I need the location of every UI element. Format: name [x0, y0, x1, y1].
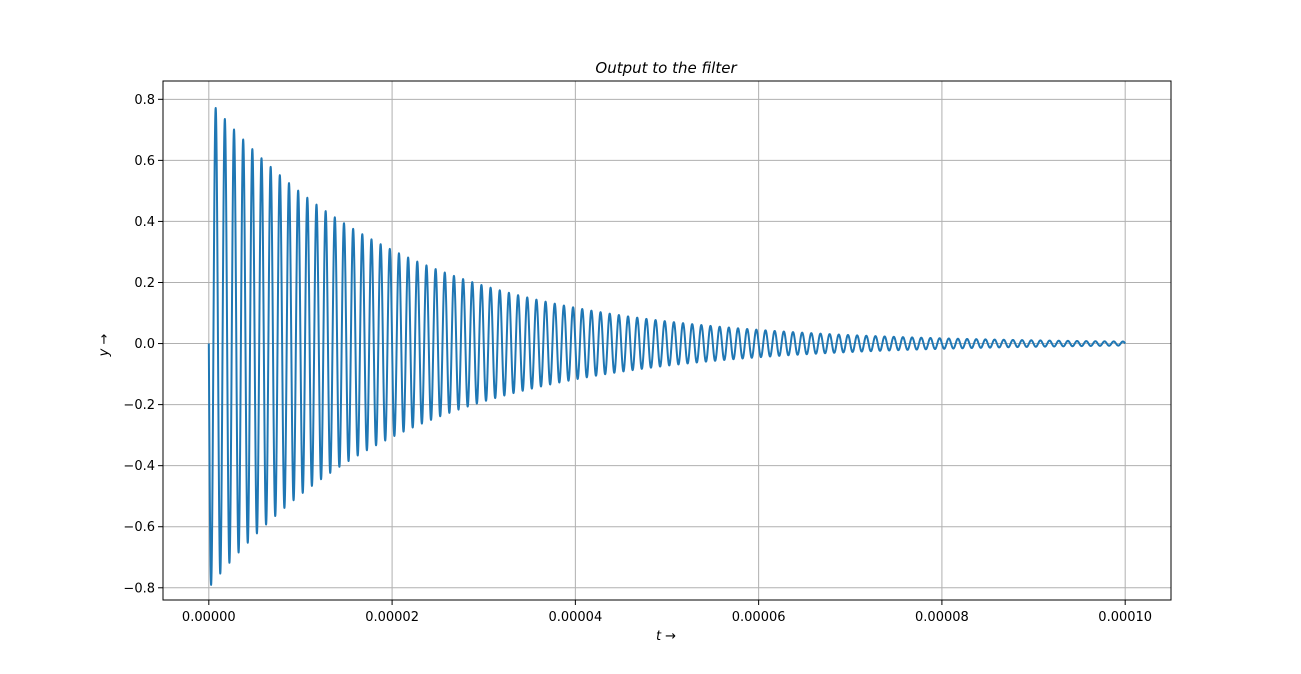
y-tick-label: 0.0 — [134, 337, 155, 352]
x-axis: 0.00000 0.00002 0.00004 0.00006 0.00008 0.000… — [182, 600, 1152, 625]
y-tick-label: 0.4 — [134, 215, 155, 230]
x-tick-label: 0.00000 — [182, 610, 236, 625]
x-tick-label: 0.00004 — [548, 610, 602, 625]
y-tick-label: −0.6 — [123, 520, 155, 535]
x-axis-label: t → — [656, 629, 676, 644]
y-tick-label: −0.4 — [123, 459, 155, 474]
y-tick-label: 0.8 — [134, 93, 155, 108]
x-tick-label: 0.00006 — [732, 610, 786, 625]
y-tick-label: −0.2 — [123, 398, 155, 413]
x-tick-label: 0.00010 — [1098, 610, 1152, 625]
series-layer — [207, 106, 1127, 586]
y-axis-label: y → — [97, 334, 112, 358]
y-tick-label: 0.2 — [134, 276, 155, 291]
y-tick-label: 0.6 — [134, 154, 155, 169]
chart-title: Output to the filter — [595, 59, 737, 77]
grid — [163, 81, 1171, 600]
x-tick-label: 0.00002 — [365, 610, 419, 625]
plot-frame — [162, 80, 1172, 601]
y-tick-label: −0.8 — [123, 581, 155, 596]
y-axis: −0.8 −0.6 −0.4 −0.2 0.0 0.2 0.4 0.6 0.8 — [123, 93, 163, 596]
x-tick-label: 0.00008 — [915, 610, 969, 625]
series-line — [207, 106, 1127, 586]
